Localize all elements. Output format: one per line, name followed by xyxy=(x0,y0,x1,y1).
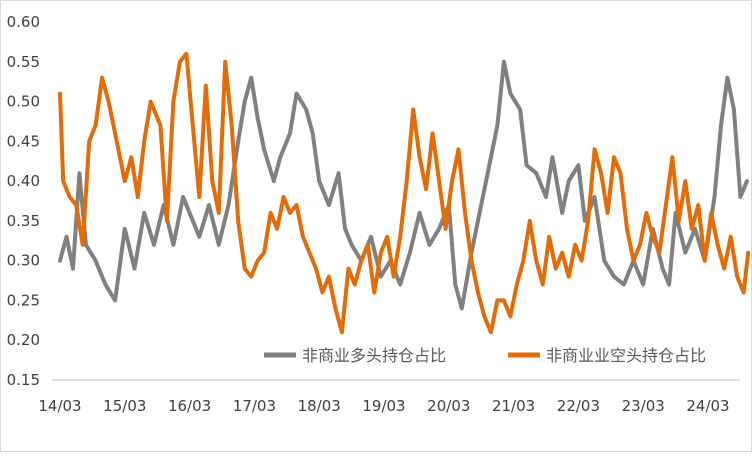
x-tick-label: 20/03 xyxy=(427,397,470,415)
y-tick-label: 0.40 xyxy=(7,172,40,190)
y-tick-label: 0.15 xyxy=(7,371,40,389)
y-tick-label: 0.30 xyxy=(7,252,40,270)
y-tick-label: 0.25 xyxy=(7,291,40,309)
y-tick-label: 0.45 xyxy=(7,132,40,150)
x-tick-label: 19/03 xyxy=(362,397,405,415)
y-axis-ticks: 0.15 0.20 0.25 0.30 0.35 0.40 0.45 0.50 0.55 0.60 xyxy=(7,13,40,389)
y-tick-label: 0.60 xyxy=(7,13,40,31)
legend-label-long: 非商业多头持仓占比 xyxy=(302,346,446,365)
y-tick-label: 0.55 xyxy=(7,53,40,71)
x-tick-label: 23/03 xyxy=(622,397,665,415)
x-tick-label: 22/03 xyxy=(557,397,600,415)
legend-item-short: 非商业业空头持仓占比 xyxy=(508,346,706,365)
series-line-short xyxy=(58,51,751,335)
x-tick-label: 24/03 xyxy=(686,397,729,415)
x-tick-label: 17/03 xyxy=(233,397,276,415)
legend-item-long: 非商业多头持仓占比 xyxy=(264,346,446,365)
y-tick-label: 0.50 xyxy=(7,93,40,111)
x-tick-label: 16/03 xyxy=(168,397,211,415)
y-tick-label: 0.20 xyxy=(7,331,40,349)
series-line-long xyxy=(58,59,749,311)
x-tick-label: 21/03 xyxy=(492,397,535,415)
series-layer xyxy=(58,51,751,335)
legend: 非商业多头持仓占比 非商业业空头持仓占比 xyxy=(264,346,706,365)
x-axis-ticks: 14/03 15/03 16/03 17/03 18/03 19/03 20/03 21/03… xyxy=(38,397,729,415)
y-tick-label: 0.35 xyxy=(7,212,40,230)
x-tick-label: 18/03 xyxy=(298,397,341,415)
x-tick-label: 15/03 xyxy=(103,397,146,415)
x-tick-label: 14/03 xyxy=(38,397,81,415)
legend-label-short: 非商业业空头持仓占比 xyxy=(546,346,706,365)
